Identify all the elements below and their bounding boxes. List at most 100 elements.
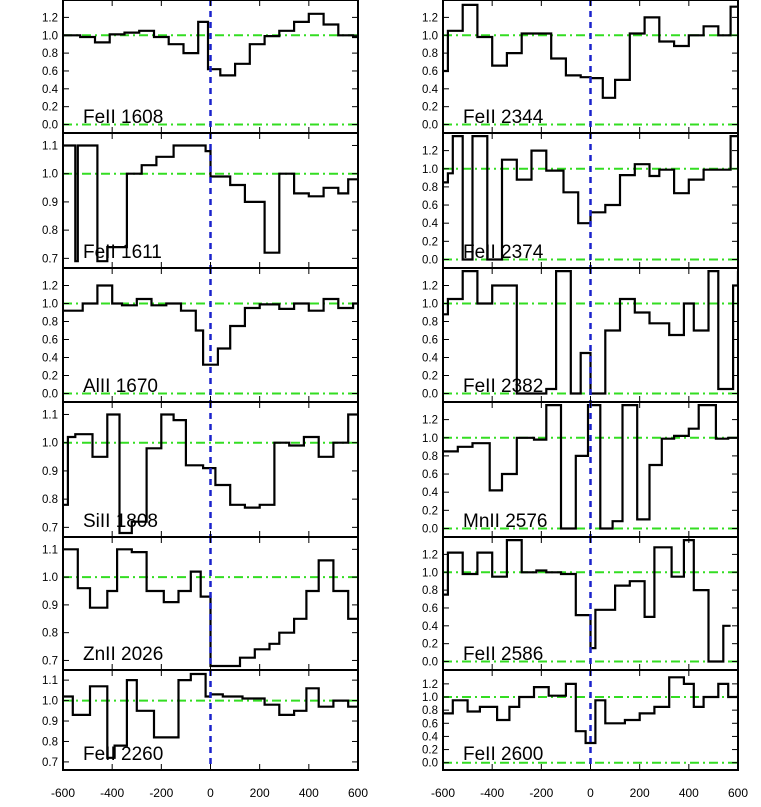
flux-histogram: [63, 284, 358, 366]
y-tick-label: 0.0: [422, 254, 438, 266]
x-tick-label: 400: [679, 786, 699, 800]
panel-label: FeII 2344: [463, 107, 544, 128]
y-tick-label: 0.4: [422, 353, 439, 365]
y-tick-label: 1.0: [422, 692, 438, 704]
x-tick-label: 400: [299, 786, 319, 800]
y-tick-label: 1.1: [42, 140, 58, 152]
y-tick-label: 1.2: [42, 281, 58, 293]
y-tick-label: 0.8: [42, 494, 58, 506]
y-tick-label: 0.2: [422, 102, 438, 114]
panel-label: SiII 1808: [83, 511, 158, 532]
panel-label: FeII 2586: [463, 644, 543, 665]
y-tick-label: 0.2: [42, 371, 58, 383]
panel-label: FeII 2260: [83, 744, 163, 765]
y-tick-label: 0.7: [42, 757, 58, 769]
x-tick-label: 600: [348, 786, 368, 800]
x-tick-label: -400: [100, 786, 124, 800]
panel-label: FeII 1608: [83, 107, 163, 128]
y-tick-label: 1.2: [422, 12, 438, 24]
x-tick-label: -200: [529, 786, 553, 800]
y-tick-label: 1.0: [422, 433, 438, 445]
panel-label: FeII 2374: [463, 242, 544, 263]
y-tick-label: 1.0: [42, 572, 58, 584]
flux-histogram: [63, 413, 358, 535]
y-tick-label: 0.0: [422, 389, 438, 401]
y-tick-label: 0.8: [42, 317, 58, 329]
flux-histogram: [443, 676, 738, 745]
y-tick-label: 0.6: [422, 718, 438, 730]
y-tick-label: 0.0: [42, 120, 58, 132]
y-tick-label: 1.2: [422, 415, 438, 427]
flux-histogram: [443, 404, 738, 530]
y-tick-label: 0.2: [422, 639, 438, 651]
y-tick-label: 0.2: [422, 371, 438, 383]
y-tick-label: 1.2: [422, 549, 438, 561]
y-tick-label: 1.0: [42, 696, 58, 708]
y-tick-label: 1.2: [42, 12, 58, 24]
y-tick-label: 0.2: [42, 102, 58, 114]
y-tick-label: 1.0: [42, 438, 58, 450]
y-tick-label: 0.6: [422, 469, 438, 481]
y-tick-label: 1.1: [42, 675, 58, 687]
y-tick-label: 0.8: [42, 736, 58, 748]
panel-label: ZnII 2026: [83, 644, 163, 665]
y-tick-label: 0.8: [422, 585, 438, 597]
y-tick-label: 1.0: [422, 164, 438, 176]
x-tick-label: 600: [728, 786, 748, 800]
panel-label: MnII 2576: [463, 511, 548, 532]
y-tick-label: 0.6: [422, 603, 438, 615]
y-tick-label: 1.1: [42, 544, 58, 556]
y-tick-label: 0.6: [422, 335, 438, 347]
flux-histogram: [443, 539, 731, 663]
y-tick-label: 0.6: [42, 335, 58, 347]
y-tick-label: 0.7: [42, 522, 58, 534]
y-tick-label: 0.7: [42, 655, 58, 667]
x-tick-label: -600: [431, 786, 455, 800]
x-tick-label: 200: [250, 786, 270, 800]
y-tick-label: 0.6: [42, 66, 58, 78]
y-tick-label: 0.9: [42, 466, 58, 478]
y-tick-label: 0.0: [42, 389, 58, 401]
y-tick-label: 1.1: [42, 409, 58, 421]
y-tick-label: 0.8: [42, 225, 58, 237]
flux-histogram: [63, 144, 358, 263]
y-tick-label: 1.0: [42, 299, 58, 311]
y-tick-label: 0.4: [422, 487, 439, 499]
y-tick-label: 0.8: [422, 48, 438, 60]
y-tick-label: 0.4: [42, 84, 59, 96]
flux-histogram: [443, 3, 738, 99]
panel-label: FeII 2382: [463, 376, 543, 397]
y-tick-label: 1.0: [422, 299, 438, 311]
y-tick-label: 0.6: [422, 200, 438, 212]
y-tick-label: 0.4: [422, 621, 439, 633]
y-tick-label: 0.4: [422, 84, 439, 96]
x-tick-label: -200: [149, 786, 173, 800]
panel-label: FeII 2600: [463, 744, 543, 765]
y-tick-label: 0.8: [42, 48, 58, 60]
y-tick-label: 0.8: [422, 182, 438, 194]
y-tick-label: 0.8: [42, 628, 58, 640]
panel-label: AlII 1670: [83, 376, 158, 397]
y-tick-label: 0.9: [42, 600, 58, 612]
y-tick-label: 0.8: [422, 317, 438, 329]
y-tick-label: 1.0: [422, 567, 438, 579]
y-tick-label: 0.7: [42, 253, 58, 265]
y-tick-label: 0.9: [42, 716, 58, 728]
y-tick-label: 1.0: [422, 30, 438, 42]
x-tick-label: 200: [630, 786, 650, 800]
y-tick-label: 0.4: [422, 218, 439, 230]
flux-histogram: [443, 270, 738, 395]
y-tick-label: 1.2: [422, 679, 438, 691]
y-tick-label: 0.0: [422, 523, 438, 535]
y-tick-label: 0.6: [422, 66, 438, 78]
y-tick-label: 1.2: [422, 281, 438, 293]
y-tick-label: 0.2: [422, 505, 438, 517]
y-tick-label: 1.0: [42, 169, 58, 181]
y-tick-label: 1.2: [422, 146, 438, 158]
y-tick-label: 0.8: [422, 451, 438, 463]
y-tick-label: 0.9: [42, 197, 58, 209]
y-tick-label: 0.4: [42, 353, 59, 365]
x-tick-label: -400: [480, 786, 504, 800]
y-tick-label: 0.2: [422, 745, 438, 757]
